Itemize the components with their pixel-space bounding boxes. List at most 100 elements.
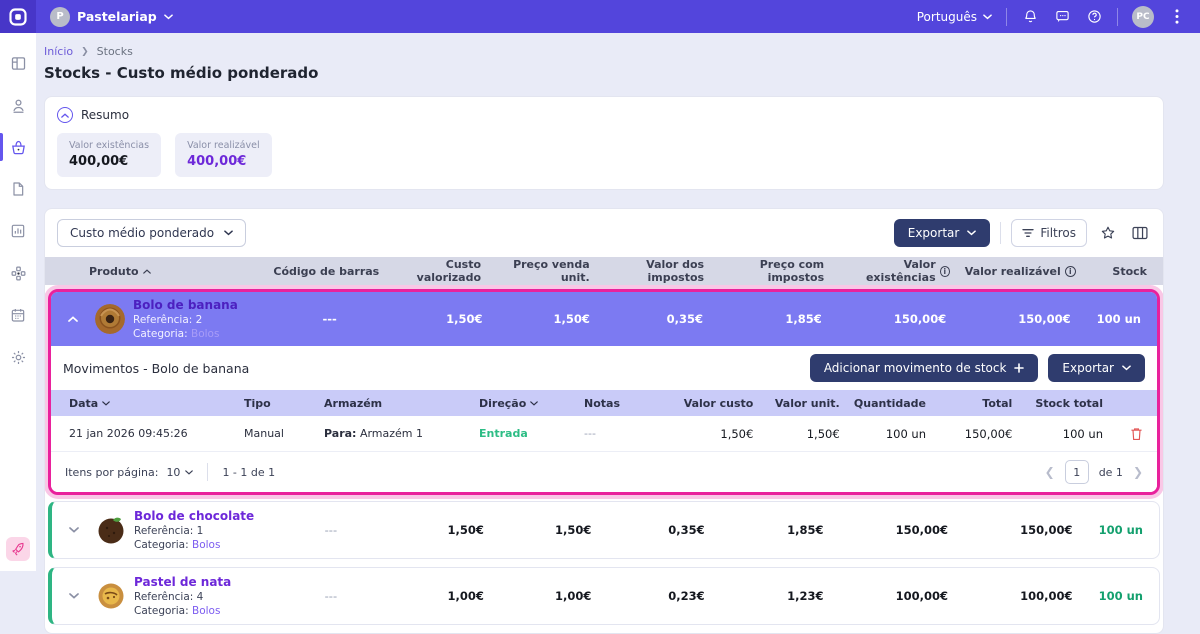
summary-card-label: Valor realizável: [187, 140, 260, 151]
sidebar-item-reports[interactable]: [8, 221, 28, 241]
delete-movement-button[interactable]: [1117, 427, 1157, 441]
sidebar-item-settings[interactable]: [8, 347, 28, 367]
info-icon[interactable]: i: [1064, 265, 1076, 277]
person-icon: [12, 99, 24, 113]
col-realizable-value[interactable]: Valor realizável i: [964, 265, 1090, 278]
summary-collapse-toggle[interactable]: Resumo: [57, 107, 1151, 123]
col-data[interactable]: Data: [51, 397, 226, 410]
next-page-button[interactable]: ❯: [1132, 465, 1143, 479]
valuation-method-value: Custo médio ponderado: [70, 226, 215, 240]
cell-unit-price: 1,00€: [555, 589, 592, 603]
expand-row-button[interactable]: [52, 527, 96, 533]
sidebar-item-integrations[interactable]: [8, 263, 28, 283]
chevron-down-icon: [224, 230, 233, 236]
info-icon[interactable]: i: [939, 265, 950, 277]
cell-stock: 100 un: [1098, 523, 1143, 537]
valuation-method-select[interactable]: Custo médio ponderado: [57, 219, 247, 247]
col-barcode[interactable]: Código de barras: [273, 264, 380, 278]
cell-price-with-taxes: 1,85€: [785, 312, 822, 326]
sidebar-item-contacts[interactable]: [8, 95, 28, 115]
movements-pagination: Itens por página: 10 1 - 1 de 1 ❮ 1 de 1…: [51, 452, 1157, 492]
cell-barcode: ---: [322, 312, 337, 326]
language-selector[interactable]: Português: [917, 10, 992, 24]
prev-page-button[interactable]: ❮: [1044, 465, 1055, 479]
help-circle-icon: [1087, 10, 1101, 23]
cell-stock: 100 un: [1096, 312, 1141, 326]
product-category-link[interactable]: Bolos: [190, 328, 220, 341]
cell-taxes: 0,35€: [668, 523, 705, 537]
col-unit-price[interactable]: Preço venda unit.: [513, 258, 590, 284]
col-notas[interactable]: Notas: [584, 396, 620, 410]
col-direcao[interactable]: Direção: [461, 397, 566, 410]
cell-cost: 1,50€: [446, 312, 483, 326]
export-button[interactable]: Exportar: [893, 219, 991, 247]
chevron-down-icon: [163, 13, 173, 19]
chevron-down-icon: [967, 230, 977, 236]
col-armazem[interactable]: Armazém: [324, 396, 383, 410]
workspace-switcher[interactable]: P Pastelariap: [50, 6, 173, 27]
calendar-icon: [11, 309, 25, 322]
movement-unit-value: 1,50€: [806, 426, 840, 441]
sidebar-item-stocks[interactable]: [0, 133, 28, 161]
sidebar-item-documents[interactable]: [8, 179, 28, 199]
sidebar-item-dashboard[interactable]: [8, 53, 28, 73]
layout-icon: [11, 56, 25, 70]
product-name[interactable]: Bolo de chocolate: [134, 508, 255, 523]
product-row-pastel-de-nata[interactable]: Pastel de nata Referência: 4 Categoria: …: [48, 567, 1160, 625]
total-pages-label: de 1: [1098, 465, 1123, 479]
col-stock-total[interactable]: Stock total: [1035, 396, 1103, 410]
current-page-input[interactable]: 1: [1064, 460, 1089, 484]
items-per-page-select[interactable]: 10: [166, 466, 194, 479]
movements-header: Movimentos - Bolo de banana Adicionar mo…: [51, 346, 1157, 390]
add-movement-button[interactable]: Adicionar movimento de stock: [809, 354, 1039, 382]
sidebar-nav: [0, 33, 36, 571]
col-valor-custo[interactable]: Valor custo: [683, 396, 754, 410]
filters-button[interactable]: Filtros: [1011, 219, 1087, 247]
summary-card-value: 400,00€: [69, 154, 129, 169]
product-category-link[interactable]: Bolos: [191, 605, 221, 618]
col-taxes[interactable]: Valor dos impostos: [646, 258, 705, 284]
product-name[interactable]: Pastel de nata: [134, 574, 232, 589]
col-quantidade[interactable]: Quantidade: [853, 396, 926, 410]
items-per-page-label: Itens por página:: [65, 465, 159, 479]
feedback-button[interactable]: [1053, 8, 1071, 26]
cell-taxes: 0,35€: [666, 312, 704, 326]
filters-button-label: Filtros: [1040, 226, 1076, 240]
sidebar-item-calendar[interactable]: [8, 305, 28, 325]
summary-card-label: Valor existências: [69, 140, 150, 151]
favorite-view-button[interactable]: [1097, 222, 1119, 244]
col-price-with-taxes[interactable]: Preço com impostos: [759, 258, 825, 284]
summary-card-value: 400,00€: [187, 154, 247, 169]
onboarding-button[interactable]: [6, 537, 30, 561]
movements-table-header: Data Tipo Armazém Direção Notas Valor cu…: [51, 390, 1157, 416]
help-button[interactable]: [1085, 8, 1103, 26]
cell-taxes: 0,23€: [668, 589, 705, 603]
col-produto[interactable]: Produto: [89, 265, 266, 278]
columns-button[interactable]: [1129, 222, 1151, 244]
workspace-avatar: P: [50, 6, 70, 27]
breadcrumb-home[interactable]: Início: [44, 45, 74, 58]
products-table-header: Produto Código de barras Custo valorizad…: [45, 257, 1163, 285]
movements-export-button[interactable]: Exportar: [1048, 354, 1145, 382]
more-options-button[interactable]: [1168, 8, 1186, 26]
workspace-name: Pastelariap: [77, 9, 157, 24]
product-name[interactable]: Bolo de banana: [133, 297, 238, 312]
app-logo[interactable]: [0, 0, 36, 33]
cell-price-with-taxes: 1,85€: [787, 523, 824, 537]
col-cost[interactable]: Custo valorizado: [416, 258, 482, 284]
logo-icon: [9, 7, 27, 26]
expand-row-button[interactable]: [52, 593, 96, 599]
user-avatar[interactable]: PC: [1132, 5, 1154, 28]
col-total[interactable]: Total: [982, 396, 1013, 410]
product-row-bolo-de-chocolate[interactable]: Bolo de chocolate Referência: 1 Categori…: [48, 501, 1160, 559]
col-valor-unit[interactable]: Valor unit.: [774, 396, 840, 410]
movement-row[interactable]: 21 jan 2026 09:45:26 Manual Para: Armazé…: [51, 416, 1157, 452]
col-stock-value[interactable]: Valor existências i: [838, 258, 964, 284]
collapse-row-button[interactable]: [51, 316, 95, 322]
main-content: Início ❯ Stocks Stocks - Custo médio pon…: [36, 33, 1200, 634]
product-category-link[interactable]: Bolos: [191, 539, 221, 552]
notifications-button[interactable]: [1021, 8, 1039, 26]
product-row-bolo-de-banana[interactable]: Bolo de banana Referência: 2 Categoria: …: [51, 292, 1157, 346]
col-tipo[interactable]: Tipo: [244, 396, 271, 410]
col-stock[interactable]: Stock: [1112, 264, 1147, 278]
